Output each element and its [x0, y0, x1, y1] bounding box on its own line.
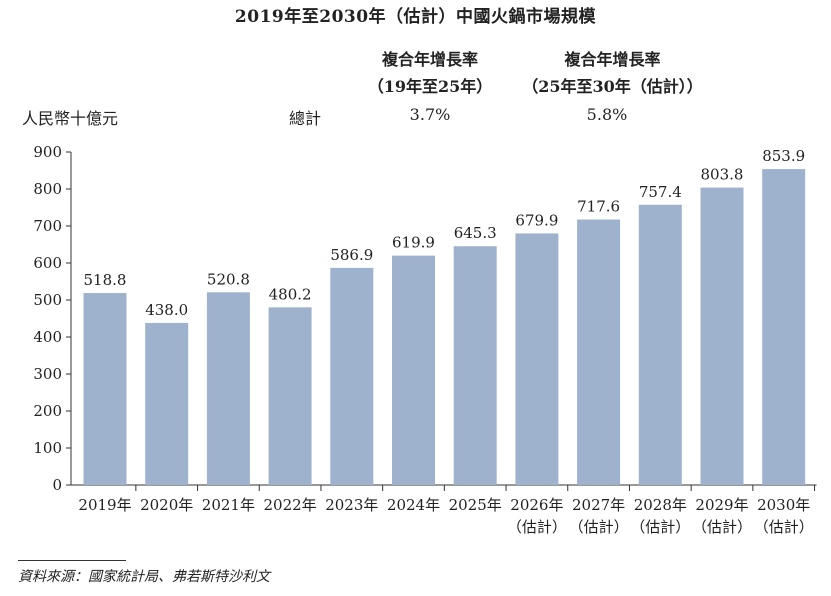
x-category-label: 2020年 — [140, 496, 193, 514]
x-category-label: 2028年（估計） — [630, 496, 690, 536]
y-tick-label: 600 — [33, 254, 62, 272]
bar — [453, 246, 497, 485]
cagr-row-label: 總計 — [289, 109, 322, 128]
y-tick-label: 200 — [33, 402, 62, 420]
x-category-label: 2030年（估計） — [754, 496, 814, 536]
bar-value-label: 480.2 — [269, 285, 312, 303]
bar — [145, 322, 189, 485]
y-axis-unit-label: 人民幣十億元 — [22, 109, 119, 128]
bar — [330, 267, 374, 485]
bar — [700, 187, 744, 485]
bar-value-label: 757.4 — [639, 183, 682, 201]
x-category-label: 2029年（估計） — [692, 496, 752, 536]
bar-value-label: 438.0 — [145, 301, 188, 319]
bar — [762, 169, 806, 485]
source-divider — [18, 560, 126, 561]
y-tick-label: 900 — [33, 143, 62, 161]
bar-value-label: 619.9 — [392, 234, 435, 252]
x-category-label: 2019年 — [78, 496, 131, 514]
bar-value-label: 518.8 — [84, 271, 127, 289]
bar-value-label: 717.6 — [577, 197, 620, 215]
x-category-label: 2021年 — [202, 496, 255, 514]
cagr-header-2025-2030: 複合年增長率 （25年至30年（估計）） — [500, 46, 725, 100]
y-tick-label: 0 — [52, 476, 62, 494]
y-tick-label: 300 — [33, 365, 62, 383]
x-category-label: 2025年 — [449, 496, 502, 514]
x-category-label: 2024年 — [387, 496, 440, 514]
cagr-header-2019-2025: 複合年增長率 （19年至25年） — [355, 46, 505, 100]
bar-value-label: 586.9 — [330, 246, 373, 264]
cagr-header-2-line1: 複合年增長率 — [564, 50, 661, 69]
bar — [392, 255, 435, 485]
cagr-value-2025-2030: 5.8% — [586, 105, 628, 124]
bar — [577, 219, 621, 485]
bar — [638, 204, 682, 485]
bar-value-label: 679.9 — [515, 211, 558, 229]
x-category-label: 2022年 — [264, 496, 317, 514]
bar-value-label: 803.8 — [701, 166, 744, 184]
x-category-label: 2026年（估計） — [507, 496, 567, 536]
y-tick-label: 400 — [33, 328, 62, 346]
y-tick-label: 500 — [33, 291, 62, 309]
x-category-label: 2023年 — [325, 496, 378, 514]
bar-value-label: 853.9 — [762, 147, 805, 165]
cagr-header-1-line1: 複合年增長率 — [381, 50, 478, 69]
cagr-header-1-line2: （19年至25年） — [367, 77, 493, 96]
bar — [206, 292, 250, 485]
cagr-header-2-line2: （25年至30年（估計）） — [522, 77, 703, 96]
bar — [268, 307, 312, 485]
cagr-value-2019-2025: 3.7% — [409, 105, 451, 124]
x-category-label: 2027年（估計） — [569, 496, 629, 536]
bar-value-label: 520.8 — [207, 270, 250, 288]
bar-value-label: 645.3 — [454, 224, 497, 242]
y-tick-label: 100 — [33, 439, 62, 457]
bar — [515, 233, 559, 485]
y-tick-label: 800 — [33, 180, 62, 198]
y-tick-label: 700 — [33, 217, 62, 235]
bar — [83, 293, 127, 485]
chart-title: 2019年至2030年（估計）中國火鍋市場規模 — [234, 7, 597, 27]
source-note: 資料來源：國家統計局、弗若斯特沙利文 — [18, 569, 270, 585]
